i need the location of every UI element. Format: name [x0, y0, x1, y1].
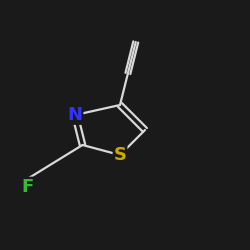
- Text: N: N: [68, 106, 82, 124]
- Text: S: S: [114, 146, 126, 164]
- Text: F: F: [21, 178, 33, 196]
